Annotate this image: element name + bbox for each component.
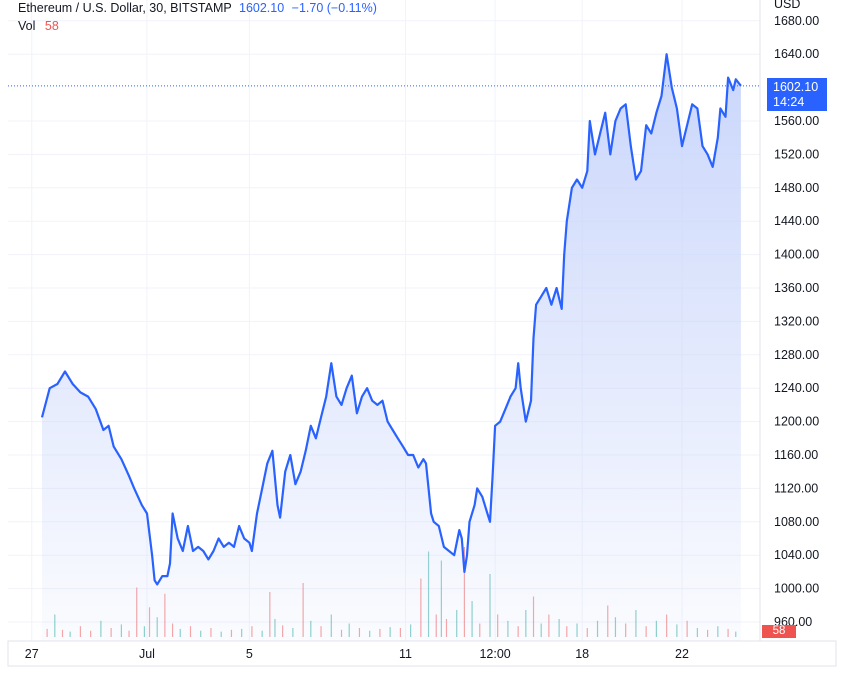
x-tick-label: 5: [246, 647, 253, 661]
y-tick-label: 1280.00: [774, 348, 819, 362]
volume-marker: 58: [762, 625, 796, 638]
y-tick-label: 1520.00: [774, 147, 819, 161]
y-tick-label: 1000.00: [774, 582, 819, 596]
y-tick-label: 1320.00: [774, 314, 819, 328]
x-tick-label: 18: [575, 647, 589, 661]
price-change-value: −1.70 (−0.11%): [291, 1, 377, 15]
y-tick-label: 1560.00: [774, 114, 819, 128]
price-axis[interactable]: 1680.00 1640.00 1560.00 1520.00 1480.00 1440.…: [774, 14, 819, 629]
y-tick-label: 1440.00: [774, 214, 819, 228]
volume-value: 58: [44, 19, 59, 33]
currency-label[interactable]: USD: [774, 0, 801, 11]
last-price-marker-price: 1602.10: [773, 80, 819, 94]
chart-legend-volume: Vol 58: [18, 19, 59, 33]
volume-label[interactable]: Vol: [18, 19, 36, 33]
symbol-title[interactable]: Ethereum / U.S. Dollar, 30, BITSTAMP: [18, 1, 232, 15]
y-tick-label: 1240.00: [774, 381, 819, 395]
y-tick-label: 1360.00: [774, 281, 819, 295]
y-tick-label: 1200.00: [774, 415, 819, 429]
y-tick-label: 1080.00: [774, 515, 819, 529]
price-line: [40, 53, 742, 586]
x-tick-label: 27: [25, 647, 39, 661]
x-tick-label: 11: [399, 647, 412, 661]
chart-frame: [7, 640, 837, 667]
last-price-marker-countdown: 14:24: [773, 95, 805, 109]
last-price-value: 1602.10: [239, 1, 285, 15]
y-tick-label: 1120.00: [774, 481, 818, 495]
last-price-marker: 1602.10 14:24: [767, 78, 827, 111]
chart-legend-main: Ethereum / U.S. Dollar, 30, BITSTAMP 160…: [18, 1, 377, 15]
x-tick-label: 12:00: [479, 647, 510, 661]
x-tick-label: Jul: [139, 647, 155, 661]
price-area-fill: [42, 54, 741, 641]
y-tick-label: 1160.00: [774, 448, 818, 462]
x-tick-label: 22: [675, 647, 689, 661]
y-tick-label: 1400.00: [774, 248, 819, 262]
y-tick-label: 1640.00: [774, 47, 819, 61]
time-axis[interactable]: 27 Jul 5 11 12:00 18 22: [25, 647, 689, 661]
y-tick-label: 1480.00: [774, 181, 819, 195]
y-tick-label: 1040.00: [774, 548, 819, 562]
y-tick-label: 1680.00: [774, 14, 819, 28]
